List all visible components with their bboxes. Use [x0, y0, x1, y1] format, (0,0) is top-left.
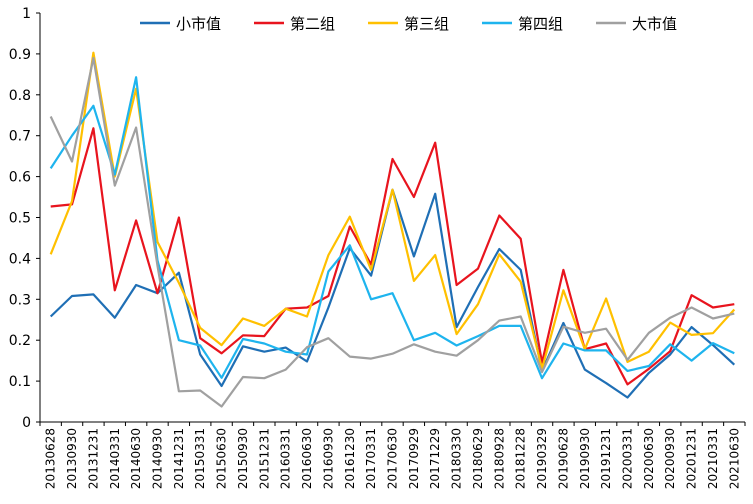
- x-tick-label: 20200930: [663, 428, 677, 489]
- y-tick-label: 0.8: [9, 88, 31, 104]
- x-tick-label: 20180928: [492, 428, 506, 489]
- x-tick-label: 20181228: [514, 428, 528, 489]
- x-tick-label: 20210331: [706, 428, 720, 489]
- legend-label: 大市值: [632, 15, 677, 33]
- x-tick-label: 20140930: [151, 428, 165, 489]
- x-tick-label: 20151231: [257, 428, 271, 489]
- x-tick-label: 20160630: [300, 428, 314, 489]
- x-tick-label: 20171229: [428, 428, 442, 489]
- x-tick-label: 20150930: [236, 428, 250, 489]
- series-line-2: [50, 127, 735, 386]
- y-tick-label: 1: [22, 6, 31, 22]
- legend-label: 第三组: [404, 15, 449, 33]
- x-tick-label: 20170331: [364, 428, 378, 489]
- y-tick-label: 0.1: [9, 374, 31, 390]
- series-lines: [49, 51, 736, 408]
- series-line-3: [49, 51, 736, 370]
- x-tick-label: 20200331: [621, 428, 635, 489]
- x-tick-label: 20180629: [471, 428, 485, 489]
- x-tick-label: 20190930: [578, 428, 592, 489]
- x-axis-ticks: 20130628 20130930 20131231 20140331 20140630…: [39, 422, 746, 489]
- x-tick-label: 20191231: [599, 428, 613, 489]
- x-tick-label: 20170929: [407, 428, 421, 489]
- axes: [39, 13, 745, 423]
- x-tick-label: 20150331: [193, 428, 207, 489]
- x-tick-label: 20201231: [685, 428, 699, 489]
- x-tick-label: 20190628: [556, 428, 570, 489]
- y-tick-label: 0.7: [9, 129, 31, 145]
- x-tick-label: 20130930: [65, 428, 79, 489]
- x-tick-label: 20131231: [86, 428, 100, 489]
- y-tick-label: 0: [22, 415, 31, 431]
- y-tick-label: 0.3: [9, 292, 31, 308]
- y-tick-label: 0.4: [9, 251, 31, 267]
- x-tick-label: 20140331: [108, 428, 122, 489]
- y-tick-label: 0.2: [9, 333, 31, 349]
- y-axis-ticks: 0 0.1 0.2 0.3 0.4 0.5 0.6 0.7 0.8 0.9 1: [9, 6, 40, 431]
- x-tick-label: 20130628: [44, 428, 58, 489]
- x-tick-label: 20200630: [642, 428, 656, 489]
- x-tick-label: 20180330: [450, 428, 464, 489]
- series-line-4: [49, 76, 735, 380]
- legend-label: 小市值: [176, 15, 221, 33]
- y-tick-label: 0.5: [9, 211, 31, 227]
- legend-label: 第四组: [518, 15, 563, 33]
- x-tick-label: 20150630: [215, 428, 229, 489]
- y-tick-label: 0.9: [9, 47, 31, 63]
- series-line-5: [49, 56, 735, 408]
- x-tick-label: 20141231: [172, 428, 186, 489]
- x-tick-label: 20170630: [386, 428, 400, 489]
- x-tick-label: 20161230: [343, 428, 357, 489]
- x-tick-label: 20210630: [727, 428, 741, 489]
- y-tick-label: 0.6: [9, 170, 31, 186]
- x-tick-label: 20160930: [321, 428, 335, 489]
- x-tick-label: 20140630: [129, 428, 143, 489]
- legend-label: 第二组: [290, 15, 335, 33]
- x-tick-label: 20160331: [279, 428, 293, 489]
- legend: 小市值 第二组 第三组 第四组 大市值: [140, 15, 677, 33]
- x-tick-label: 20190329: [535, 428, 549, 489]
